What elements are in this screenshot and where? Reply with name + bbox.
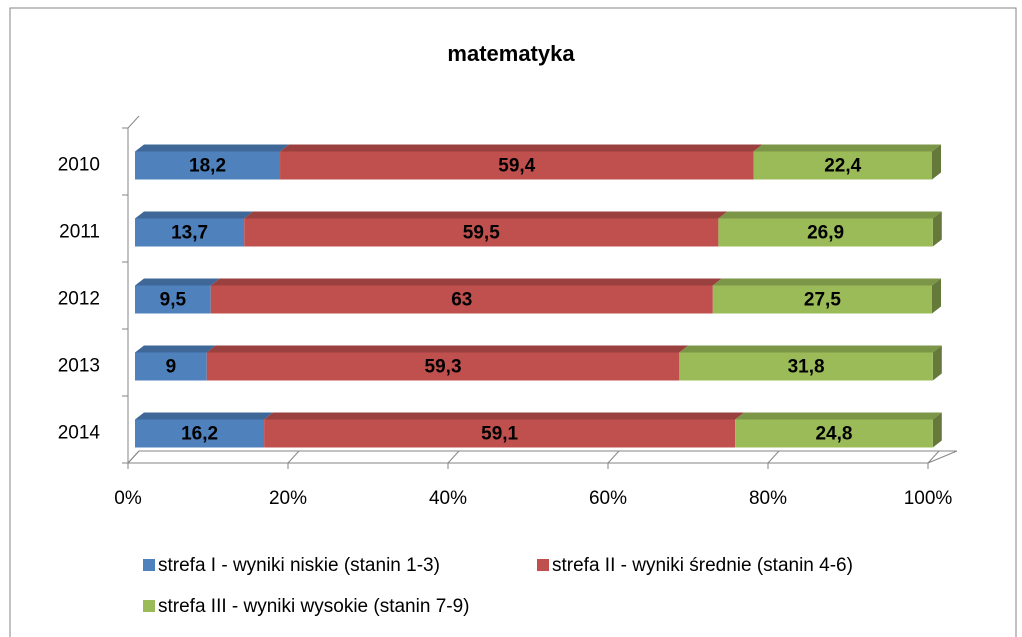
bar (753, 144, 941, 180)
bar-top (712, 278, 941, 286)
x-tick-label: 80% (749, 488, 787, 509)
bar-front (135, 151, 281, 180)
bar-front (135, 218, 245, 247)
x-tick-label: 0% (114, 488, 142, 509)
data-label: 26,9 (807, 223, 844, 244)
bar-front (135, 285, 211, 314)
bar-side (932, 144, 941, 180)
data-label: 31,8 (788, 357, 825, 378)
bar-top (135, 345, 216, 353)
bar-front (244, 218, 719, 247)
bar-side (932, 211, 942, 247)
bar-front (135, 352, 207, 381)
bar-front (679, 352, 933, 381)
legend-swatch (143, 559, 155, 571)
grid-line (767, 450, 780, 464)
bar-top (679, 345, 942, 353)
x-tick-label: 20% (269, 488, 307, 509)
grid-line (447, 450, 460, 464)
x-tick-label: 40% (429, 488, 467, 509)
data-label: 59,4 (498, 156, 535, 177)
bar (244, 211, 728, 247)
data-label: 24,8 (815, 424, 852, 445)
legend-swatch (537, 559, 549, 571)
legend-label: strefa III - wyniki wysokie (stanin 7-9) (158, 596, 469, 617)
data-label: 59,5 (463, 223, 500, 244)
data-label: 59,3 (425, 357, 462, 378)
y-tick-label: 2014 (58, 423, 101, 444)
data-label: 18,2 (189, 156, 226, 177)
bar-side (932, 345, 942, 381)
data-label: 16,2 (181, 424, 218, 445)
bar (210, 278, 722, 314)
grid-line (287, 450, 300, 464)
bar-front (206, 352, 680, 381)
bar (135, 211, 254, 247)
bar (735, 412, 942, 448)
y-tick-label: 2013 (58, 356, 100, 377)
bar (135, 412, 274, 448)
bar-side (932, 278, 941, 314)
bar-top (718, 211, 942, 219)
bar (206, 345, 689, 381)
bar (135, 144, 290, 180)
bar-front (210, 285, 713, 314)
bar-top (135, 412, 274, 420)
bar-top (135, 278, 220, 286)
chart-border (9, 7, 1017, 637)
x-tick-label: 100% (904, 488, 953, 509)
bar-top (264, 412, 745, 420)
data-label: 59,1 (481, 424, 518, 445)
y-tick-label: 2012 (58, 289, 100, 310)
bar-top (210, 278, 722, 286)
bar-front (264, 419, 736, 448)
bar-side (932, 412, 942, 448)
data-label: 9 (166, 357, 177, 378)
x-tick-label: 60% (589, 488, 627, 509)
bar-top (753, 144, 941, 152)
bar-top (735, 412, 942, 420)
legend-swatch (143, 600, 155, 612)
bar (135, 278, 220, 314)
bar-top (135, 211, 254, 219)
bar (679, 345, 942, 381)
grid-line (607, 450, 620, 464)
data-label: 27,5 (804, 290, 841, 311)
bar-front (753, 151, 932, 180)
bar-top (244, 211, 728, 219)
bar (135, 345, 216, 381)
bar-top (280, 144, 763, 152)
chart-title: matematyka (447, 41, 575, 66)
legend-label: strefa II - wyniki średnie (stanin 4-6) (552, 555, 853, 576)
bar (264, 412, 745, 448)
floor-right (927, 450, 958, 464)
data-label: 9,5 (160, 290, 187, 311)
bar (712, 278, 941, 314)
bar-top (135, 144, 290, 152)
bar (718, 211, 942, 247)
data-label: 63 (451, 290, 472, 311)
bar-front (280, 151, 754, 180)
grid-line (927, 450, 940, 464)
data-label: 22,4 (824, 156, 861, 177)
data-label: 13,7 (171, 223, 208, 244)
bar (280, 144, 763, 180)
bar-front (718, 218, 933, 247)
grid-line (127, 450, 140, 464)
y-tick-label: 2011 (59, 222, 100, 243)
y-tick-label: 2010 (58, 155, 100, 176)
depth-line (127, 115, 140, 129)
bar-front (135, 419, 265, 448)
bar-top (206, 345, 689, 353)
legend-label: strefa I - wyniki niskie (stanin 1-3) (158, 555, 440, 576)
bar-front (712, 285, 932, 314)
bar-front (735, 419, 933, 448)
